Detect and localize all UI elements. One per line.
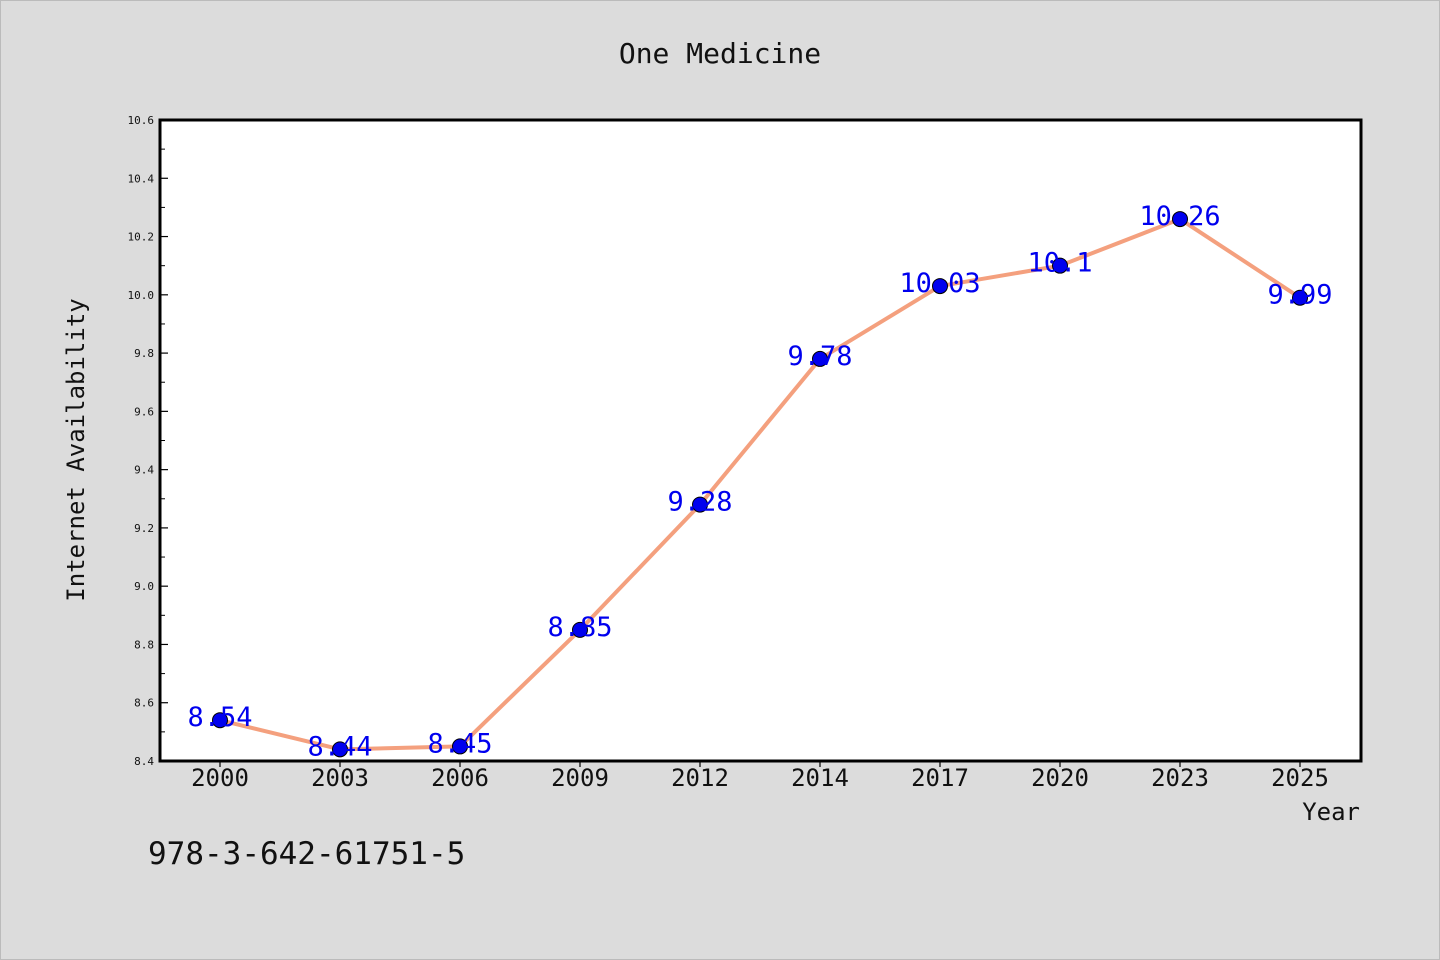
data-point	[1292, 289, 1308, 306]
data-point	[1052, 257, 1068, 274]
y-tick-label: 10.6	[128, 114, 155, 127]
data-point	[692, 496, 708, 513]
data-label: 8.45	[427, 728, 492, 759]
data-label: 9.28	[667, 487, 732, 518]
data-label: 9.78	[787, 341, 852, 372]
y-axis: 8.4 8.6 8.8 9.0 9.2 9.4 9.6 9.8 10.0 10.2 10.4 10.6	[128, 114, 168, 768]
x-tick-label: 2000	[191, 764, 249, 792]
y-tick-label: 9.6	[134, 405, 154, 418]
data-label: 8.54	[187, 702, 252, 733]
y-tick-label: 10.4	[128, 172, 155, 185]
data-point	[452, 738, 468, 755]
y-tick-label: 9.4	[134, 464, 154, 477]
y-tick-label: 9.2	[134, 522, 154, 535]
data-point	[1172, 211, 1188, 228]
data-labels: 8.54 8.44 8.45 8.85 9.28 9.78 10.03 10.1 10.26 9.…	[187, 201, 1332, 762]
data-label: 9.99	[1267, 280, 1332, 311]
y-tick-label: 8.6	[134, 697, 154, 710]
isbn-annotation: 978-3-642-61751-5	[148, 836, 465, 872]
x-tick-label: 2023	[1151, 764, 1209, 792]
data-label: 10.03	[899, 268, 980, 299]
y-axis-label: Internet Availability	[62, 298, 90, 601]
data-label: 8.44	[307, 731, 372, 762]
y-tick-label: 10.0	[128, 289, 155, 302]
data-point	[812, 350, 828, 367]
y-tick-label: 8.8	[134, 638, 154, 651]
x-axis: 2000 2003 2006 2009 2012 2014 2017 2020 2023 2025	[191, 761, 1329, 792]
data-label: 8.85	[547, 612, 612, 643]
y-tick-label: 10.2	[128, 231, 155, 244]
y-tick-label: 9.0	[134, 580, 154, 593]
y-tick-label: 8.4	[134, 755, 154, 768]
x-axis-label: Year	[1302, 798, 1360, 826]
data-label: 10.26	[1139, 201, 1220, 232]
chart-title: One Medicine	[619, 37, 821, 70]
x-tick-label: 2012	[671, 764, 729, 792]
x-tick-label: 2014	[791, 764, 849, 792]
x-tick-label: 2020	[1031, 764, 1089, 792]
x-tick-label: 2017	[911, 764, 969, 792]
data-point	[212, 712, 228, 729]
series-polyline	[219, 217, 1302, 752]
x-tick-label: 2009	[551, 764, 609, 792]
x-tick-label: 2006	[431, 764, 489, 792]
data-point	[572, 621, 588, 638]
data-label: 10.1	[1027, 248, 1092, 279]
y-tick-label: 9.8	[134, 347, 154, 360]
x-tick-label: 2025	[1271, 764, 1329, 792]
series-line	[212, 211, 1308, 758]
x-tick-label: 2003	[311, 764, 369, 792]
data-point	[932, 278, 948, 295]
data-point	[332, 741, 348, 758]
